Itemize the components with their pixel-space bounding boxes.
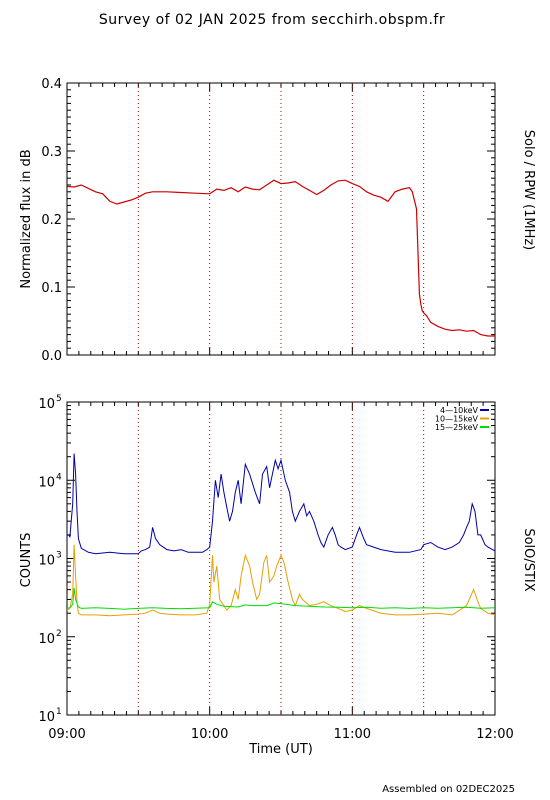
rpw-panel: Normalized flux in dB Solo / RPW (1MHz) … — [19, 77, 536, 364]
rpw-y-tick-label: 0.2 — [41, 213, 62, 228]
time-tick-label: 09:00 — [48, 727, 85, 742]
time-tick-label: 11:00 — [334, 727, 371, 742]
stix-y-tick-exponent: 1 — [56, 707, 62, 717]
figure-title: Survey of 02 JAN 2025 from secchirh.obsp… — [99, 12, 445, 28]
rpw-y-tick-label: 0.4 — [41, 77, 62, 92]
time-tick-label: 12:00 — [476, 727, 513, 742]
legend-label: 4—10keV — [440, 406, 479, 415]
rpw-instrument-label: Solo / RPW (1MHz) — [521, 130, 536, 251]
stix-y-tick-exponent: 3 — [56, 551, 62, 561]
rpw-y-axis-label: Normalized flux in dB — [19, 149, 34, 288]
legend-label: 15—25keV — [435, 423, 479, 432]
stix-y-tick-exponent: 2 — [56, 629, 62, 639]
stix-band1-line — [67, 453, 496, 555]
stix-y-axis-label: COUNTS — [19, 533, 34, 588]
stix-y-tick-label: 10 — [38, 554, 55, 569]
stix-band3-line — [66, 587, 496, 610]
assembled-footer: Assembled on 02DEC2025 — [382, 784, 515, 795]
rpw-flux-line — [66, 179, 495, 337]
rpw-y-tick-label: 0.3 — [41, 145, 62, 160]
stix-y-tick-label: 10 — [38, 632, 55, 647]
stix-y-tick-exponent: 5 — [56, 394, 62, 404]
time-axis-label: Time (UT) — [248, 742, 313, 757]
rpw-y-tick-label: 0.1 — [41, 281, 62, 296]
rpw-y-tick-label: 0.0 — [41, 349, 62, 364]
stix-band2-line — [66, 544, 496, 617]
stix-y-tick-label: 10 — [38, 710, 55, 725]
stix-y-tick-exponent: 4 — [56, 472, 62, 482]
stix-y-tick-label: 10 — [38, 475, 55, 490]
stix-y-tick-label: 10 — [38, 397, 55, 412]
legend-label: 10—15keV — [435, 415, 479, 424]
time-tick-label: 10:00 — [191, 727, 228, 742]
stix-instrument-label: SolO/STIX — [521, 528, 536, 591]
